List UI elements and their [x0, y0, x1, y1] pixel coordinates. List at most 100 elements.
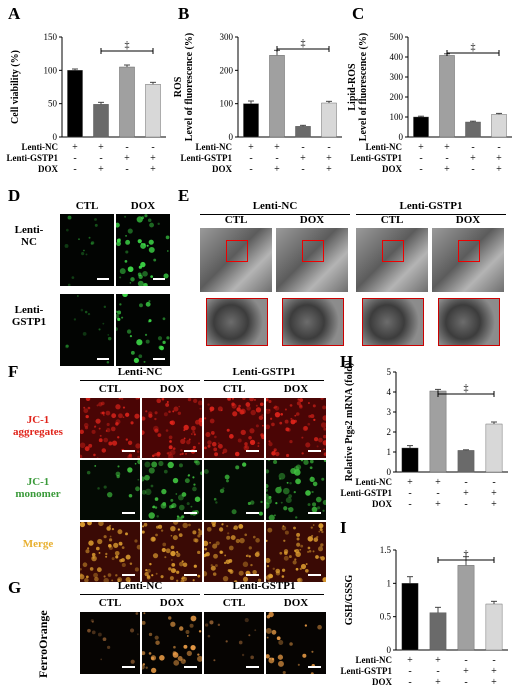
cell-dot [167, 616, 172, 620]
treatment-sign: + [407, 655, 413, 666]
cell-dot [177, 655, 183, 661]
zoom-region-box [226, 240, 248, 262]
cell-dot [108, 538, 113, 542]
cell-dot [183, 644, 188, 649]
cell-dot [161, 398, 165, 401]
cell-dot [217, 406, 223, 412]
scale-bar [246, 574, 259, 576]
cell-dot [117, 465, 120, 468]
cell-dot [128, 493, 133, 498]
y-tick-label: 0.5 [380, 612, 392, 622]
cell-dot [105, 430, 108, 432]
cell-dot [183, 424, 189, 431]
cell-dot [154, 417, 157, 421]
row-label: Lenti- NC [2, 224, 56, 248]
cell-dot [97, 487, 100, 490]
jc1-image [266, 522, 326, 582]
cell-dot [154, 428, 159, 433]
row-label-ferroorange: FerroOrange [36, 610, 50, 678]
scale-bar [308, 574, 321, 576]
cell-dot [148, 652, 152, 655]
cell-dot [145, 410, 148, 413]
cell-dot [108, 441, 113, 446]
cell-dot [266, 575, 271, 580]
cell-dot [157, 336, 163, 341]
treatment-label: Lenti-NC [356, 477, 393, 487]
jc1-image [142, 460, 202, 520]
cell-dot [256, 551, 260, 555]
cell-dot [320, 556, 325, 561]
cell-dot [115, 422, 119, 426]
cell-dot [193, 483, 196, 486]
treatment-sign: - [419, 153, 422, 164]
scale-bar [153, 278, 165, 280]
cell-dot [280, 501, 283, 504]
cell-dot [116, 327, 118, 331]
cell-dot [275, 486, 282, 494]
cell-dot [224, 474, 230, 480]
group-header: Lenti-NC [117, 580, 163, 592]
row-label-line: JC-1 [26, 476, 50, 488]
cell-dot [281, 568, 286, 572]
cell-dot [155, 533, 158, 537]
cell-dot [277, 654, 284, 660]
cell-dot [119, 268, 126, 275]
cell-dot [311, 650, 314, 653]
treatment-sign: - [408, 499, 411, 510]
cell-dot [309, 476, 315, 482]
chart-lipid-ros: 0 100 200 300 400 500 ‡ Lipid-ROS Level of fluor… [347, 32, 512, 175]
cell-dot [297, 398, 300, 401]
group-underline [204, 594, 324, 595]
cell-dot [323, 452, 326, 456]
treatment-sign: - [464, 677, 467, 688]
cell-dot [91, 429, 96, 434]
cell-dot [307, 550, 310, 553]
cell-dot [192, 430, 196, 434]
cell-texture [266, 612, 322, 674]
cell-dot [116, 238, 121, 243]
cell-dot [133, 357, 140, 364]
cell-dot [117, 580, 120, 582]
cell-dot [143, 522, 148, 527]
bar [269, 55, 285, 138]
cell-dot [322, 440, 326, 446]
cell-dot [95, 546, 100, 551]
row-label: JC-1 aggregates [8, 414, 68, 438]
treatment-sign: - [471, 164, 474, 175]
cell-dot [303, 426, 308, 431]
cell-dot [303, 460, 309, 465]
cell-dot [215, 501, 218, 504]
treatment-sign: - [436, 666, 439, 677]
cell-dot [150, 667, 157, 674]
cell-dot [88, 236, 91, 239]
cell-dot [268, 612, 274, 618]
cell-dot [255, 424, 259, 428]
column-header: DOX [130, 200, 156, 212]
cell-dot [210, 564, 213, 567]
cell-dot [93, 453, 96, 457]
cell-dot [94, 218, 97, 221]
cell-dot [194, 538, 199, 543]
cell-dot [165, 402, 170, 407]
group-header: Lenti-GSTP1 [232, 580, 296, 592]
scale-bar [153, 358, 165, 360]
cell-dot [142, 489, 147, 495]
cell-dot [273, 460, 278, 465]
cell-dot [305, 442, 311, 448]
cell-dot [119, 558, 123, 563]
cell-dot [239, 537, 245, 544]
cell-dot [192, 445, 196, 449]
cell-dot [156, 398, 162, 404]
cell-dot [278, 639, 284, 645]
cell-dot [252, 535, 256, 539]
y-axis-label: Lipid-ROS [347, 63, 358, 111]
cell-dot [233, 580, 238, 582]
cell-dot [150, 484, 154, 488]
treatment-label: DOX [38, 164, 59, 174]
cell-dot [233, 525, 239, 530]
cell-dot [193, 398, 198, 403]
cell-dot [130, 421, 134, 425]
cell-dot [67, 215, 72, 220]
cell-dot [197, 550, 201, 555]
